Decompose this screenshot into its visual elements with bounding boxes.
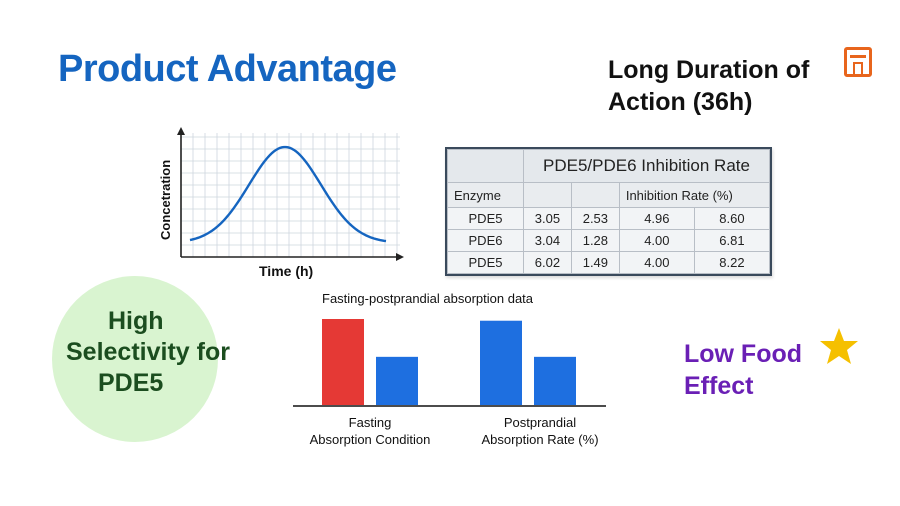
table-cell: 8.60 [693,207,771,230]
inhibition-table: PDE5/PDE6 Inhibition Rate Enzyme Inhibit… [445,147,772,276]
curve-grid [181,133,400,257]
bar-1-1 [534,356,576,405]
table-cell: 6.02 [523,251,572,274]
selectivity-label: High Selectivity for PDE5 [66,306,276,399]
table-cell: 8.22 [693,251,771,274]
table-row: PDE5 6.02 1.49 4.00 8.22 [447,251,771,274]
table-cell-enzyme: PDE5 [447,207,524,230]
bar-category-label-fasting: Fasting Absorption Condition [300,414,440,448]
bar-category-line: Absorption Condition [309,432,431,447]
bar-category-line: Postprandial [503,415,577,430]
bar-0-0 [322,319,364,405]
bar-1-0 [480,320,522,405]
curve-x-label: Time (h) [259,263,314,279]
duration-line-2: Action (36h) [608,88,753,116]
concentration-curve-chart [177,127,404,261]
curve-y-label: Concetration [158,159,173,240]
absorption-bar-chart [293,319,606,407]
low-food-line-1: Low Food [684,340,803,368]
table-cell: 4.00 [618,251,695,274]
low-food-effect-label: Low Food Effect [684,338,834,402]
table-cell: 4.00 [618,229,695,252]
selectivity-circle [52,276,218,442]
selectivity-line-3: PDE5 [98,369,164,397]
bar-category-label-postprandial: Postprandial Absorption Rate (%) [460,414,620,448]
table-cell: 1.49 [570,251,620,274]
table-row: PDE6 3.04 1.28 4.00 6.81 [447,229,771,252]
table-cell: 6.81 [693,229,771,252]
bar-category-line: Fasting [348,415,392,430]
table-cell-enzyme: PDE5 [447,251,524,274]
table-header-rate: Inhibition Rate (%) [618,182,771,208]
table-header-enzyme: Enzyme [447,182,524,208]
table-header-blank [523,182,572,208]
curve-line [189,145,387,243]
bar-0-1 [376,356,418,405]
selectivity-line-2: Selectivity for [66,338,230,366]
long-duration-label: Long Duration of Action (36h) [608,54,848,118]
table-cell: 3.05 [523,207,572,230]
bar-category-line: Absorption Rate (%) [481,432,599,447]
calendar-icon [844,47,872,77]
duration-line-1: Long Duration of [608,56,810,84]
table-cell: 3.04 [523,229,572,252]
curve-x-arrow [396,253,404,261]
table-cell: 1.28 [570,229,620,252]
curve-y-arrow [177,127,185,135]
bar-chart-title: Fasting-postprandial absorption data [322,291,534,306]
table-header-blank [570,182,620,208]
selectivity-line-1: High [108,307,164,335]
table-corner [447,149,524,183]
page-title: Product Advantage [58,48,397,90]
low-food-line-2: Effect [684,372,754,400]
table-cell: 4.96 [618,207,695,230]
table-row: PDE5 3.05 2.53 4.96 8.60 [447,207,771,230]
table-cell: 2.53 [570,207,620,230]
star-icon [820,328,858,364]
table-cell-enzyme: PDE6 [447,229,524,252]
table-title: PDE5/PDE6 Inhibition Rate [523,149,770,183]
